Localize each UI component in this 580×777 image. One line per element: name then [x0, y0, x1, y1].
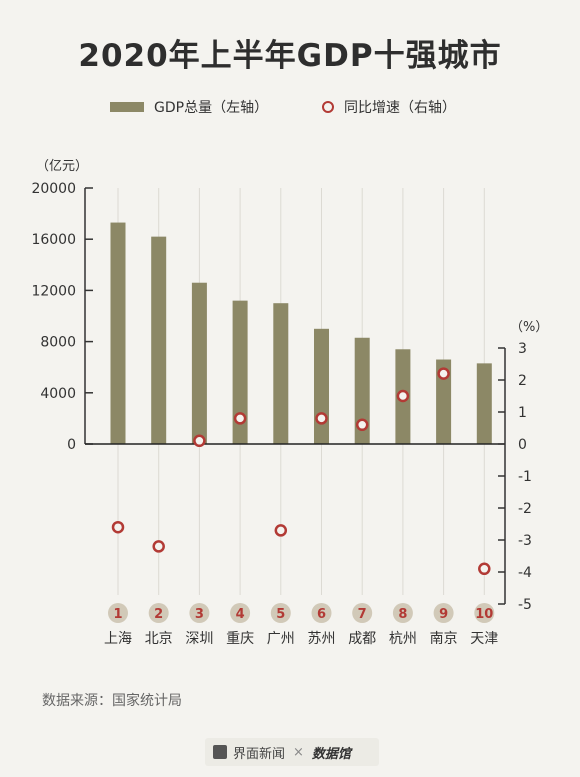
- footer-brand: 界面新闻 × 数据馆: [205, 738, 379, 766]
- gdp-bar: [191, 282, 207, 444]
- gdp-bar: [273, 303, 289, 444]
- rank-badge: [474, 603, 495, 623]
- gdp-bar: [151, 236, 167, 444]
- city-label: 苏州: [308, 631, 336, 647]
- growth-point: [478, 562, 491, 576]
- city-label: 杭州: [389, 631, 417, 647]
- right-tick-label: 0: [518, 437, 527, 453]
- gdp-bar: [476, 363, 492, 444]
- city-label: 深圳: [185, 631, 213, 647]
- city-label: 上海: [104, 631, 132, 647]
- rank-badge: [311, 603, 332, 623]
- growth-point: [396, 389, 410, 403]
- left-tick-label: 20000: [31, 181, 76, 197]
- rank-badge: [108, 603, 128, 623]
- gdp-bar: [436, 359, 452, 444]
- right-tick-label: -4: [518, 565, 532, 581]
- left-tick-label: 4000: [40, 386, 76, 402]
- legend-gdp-label: GDP总量（左轴）: [154, 100, 269, 116]
- growth-point: [437, 367, 450, 380]
- rank-number: 9: [439, 607, 448, 622]
- growth-point: [315, 412, 328, 425]
- rank-badge: [433, 603, 454, 623]
- gdp-bar: [314, 328, 329, 444]
- gdp-bar: [232, 300, 248, 444]
- footer-brand1: 界面新闻: [233, 746, 286, 762]
- rank-number: 8: [398, 607, 407, 622]
- growth-point: [111, 520, 125, 534]
- legend-gdp: GDP总量（左轴）: [110, 97, 268, 117]
- right-tick-label: -3: [518, 533, 532, 549]
- right-axis-unit: （%）: [510, 320, 548, 335]
- growth-point: [274, 524, 288, 537]
- city-label: 成都: [348, 631, 376, 647]
- chart-title: 2020年上半年GDP十强城市: [78, 38, 502, 74]
- right-tick-label: -2: [518, 501, 532, 517]
- gdp-chart: （亿元）200001600012000800040000（%）3210-1-2-…: [31, 159, 548, 647]
- gdp-bar: [354, 337, 370, 444]
- rank-number: 2: [154, 607, 163, 622]
- jiemian-logo-icon: [213, 745, 227, 759]
- rank-number: 1: [113, 607, 122, 622]
- rank-badge: [270, 603, 291, 623]
- right-tick-label: -1: [518, 469, 532, 485]
- growth-point: [355, 418, 369, 432]
- right-tick-label: 3: [518, 341, 527, 357]
- legend-growth-label: 同比增速（右轴）: [344, 100, 456, 116]
- city-label: 天津: [470, 631, 498, 647]
- left-axis-unit: （亿元）: [36, 159, 88, 174]
- right-tick-label: 1: [518, 405, 527, 421]
- rank-badge: [230, 603, 251, 623]
- left-tick-label: 0: [67, 437, 76, 453]
- right-tick-label: -5: [518, 597, 532, 613]
- footer-brand2: 数据馆: [311, 746, 351, 762]
- footer-times: ×: [293, 744, 304, 760]
- legend-growth: 同比增速（右轴）: [322, 97, 456, 117]
- legend-bar-swatch: [110, 102, 144, 112]
- city-label: 北京: [145, 631, 173, 647]
- right-tick-label: 2: [518, 373, 527, 389]
- rank-badge: [392, 603, 413, 623]
- rank-number: 3: [195, 607, 204, 622]
- growth-point: [152, 540, 165, 553]
- left-tick-label: 16000: [31, 232, 76, 248]
- left-tick-label: 12000: [31, 283, 76, 299]
- city-label: 重庆: [226, 631, 254, 647]
- rank-badge: [352, 603, 373, 623]
- rank-number: 10: [475, 607, 493, 622]
- rank-number: 4: [236, 607, 245, 622]
- rank-number: 7: [358, 607, 367, 622]
- gdp-bar: [110, 222, 126, 444]
- city-label: 广州: [267, 631, 295, 647]
- growth-point: [233, 412, 247, 425]
- rank-number: 5: [276, 607, 285, 622]
- growth-point: [193, 434, 206, 448]
- left-tick-label: 8000: [40, 335, 76, 351]
- legend-dot-swatch: [322, 101, 334, 113]
- city-label: 南京: [430, 631, 458, 647]
- rank-number: 6: [317, 607, 326, 622]
- rank-badge: [148, 603, 169, 623]
- rank-badge: [189, 603, 210, 623]
- data-source: 数据来源：国家统计局: [42, 693, 182, 709]
